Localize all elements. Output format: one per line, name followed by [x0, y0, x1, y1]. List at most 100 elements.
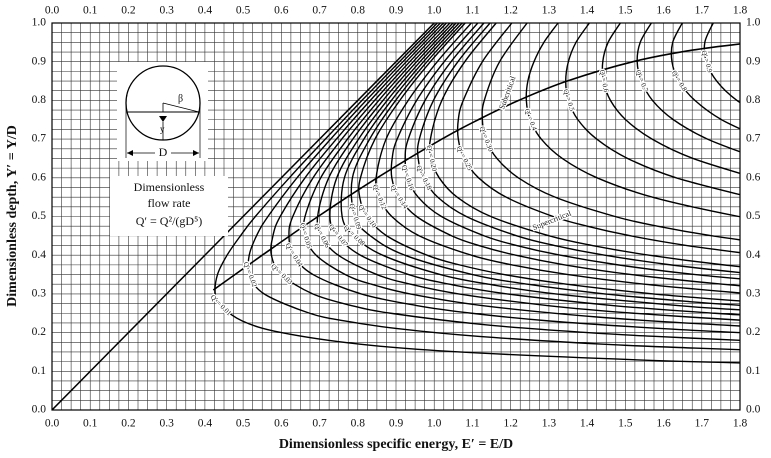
- x-tick-label: 1.8: [733, 418, 748, 430]
- flow-curve: [329, 23, 740, 316]
- surface-symbol: [159, 116, 167, 122]
- critical-line: [212, 43, 740, 291]
- y-axis-title: Dimensionless depth, Y′ = Y/D: [5, 125, 20, 307]
- flow-curve: [350, 23, 740, 306]
- flow-curve: [481, 23, 740, 241]
- flow-curve: [340, 23, 740, 311]
- x-tick-label: 0.6: [274, 418, 289, 430]
- y-tick-label-right: 0.6: [746, 171, 761, 183]
- series-label: Q′ = 0.01: [209, 293, 234, 318]
- x-tick-label-top: 1.6: [656, 5, 671, 17]
- box-line: Dimensionless: [134, 180, 205, 194]
- x-tick-label: 0.3: [159, 418, 174, 430]
- x-tick-label-top: 0.4: [198, 5, 213, 17]
- box-line: flow rate: [148, 196, 191, 210]
- x-tick-label-top: 1.7: [695, 5, 710, 17]
- energy-depth-line: [52, 23, 435, 410]
- x-tick-label: 1.7: [695, 418, 710, 430]
- pipe-inset: β y D: [117, 62, 208, 161]
- x-tick-label: 1.3: [542, 418, 557, 430]
- y-tick-label-right: 0.7: [746, 133, 761, 145]
- x-tick-label: 1.0: [427, 418, 442, 430]
- y-tick-label: 0.4: [32, 249, 47, 261]
- flow-curve: [565, 23, 740, 196]
- x-tick-label-top: 0.3: [159, 5, 174, 17]
- y-tick-label: 0.5: [32, 210, 47, 222]
- radius-line: [162, 102, 200, 113]
- angle-label: β: [178, 93, 183, 104]
- y-tick-label: 0.0: [32, 404, 47, 416]
- diameter-label: D: [159, 145, 168, 159]
- flow-curve: [428, 23, 740, 268]
- flow-curve: [416, 23, 740, 274]
- x-tick-label: 1.5: [618, 418, 633, 430]
- y-tick-label: 0.8: [32, 94, 47, 106]
- flow-curve: [390, 23, 740, 287]
- x-tick-label: 0.8: [351, 418, 366, 430]
- x-tick-label: 1.4: [580, 418, 595, 430]
- flow-curve: [270, 23, 740, 341]
- flow-curve: [214, 23, 740, 364]
- y-tick-label: 0.7: [32, 133, 47, 145]
- x-tick-label: 1.1: [465, 418, 480, 430]
- x-tick-label-top: 1.4: [580, 5, 595, 17]
- y-tick-label-right: 0.5: [746, 210, 761, 222]
- x-tick-label: 1.2: [503, 418, 518, 430]
- x-tick-label-top: 1.3: [542, 5, 557, 17]
- flow-curve: [316, 23, 740, 321]
- flow-curve: [636, 23, 740, 153]
- x-tick-label: 0.7: [312, 418, 327, 430]
- x-tick-label-top: 1.1: [465, 5, 480, 17]
- flow-curve: [358, 23, 740, 302]
- flow-curve: [525, 23, 740, 218]
- x-tick-label: 0.1: [83, 418, 98, 430]
- y-tick-label-right: 0.3: [746, 288, 761, 300]
- y-tick-label: 0.1: [32, 365, 47, 377]
- flow-rate-box: Dimensionless flow rate Q′ = Q²/(gD⁵): [110, 176, 228, 236]
- flow-curve: [375, 23, 740, 294]
- y-tick-label-right: 0.2: [746, 326, 761, 338]
- x-tick-label-top: 0.0: [45, 5, 60, 17]
- x-tick-label-top: 0.6: [274, 5, 289, 17]
- x-tick-label-top: 0.7: [312, 5, 327, 17]
- flow-curve: [288, 23, 740, 334]
- y-tick-label: 0.9: [32, 55, 47, 67]
- flow-rate-box-background: [110, 176, 228, 236]
- curves: [52, 23, 740, 410]
- y-tick-label: 0.6: [32, 171, 47, 183]
- x-tick-label-top: 0.8: [351, 5, 366, 17]
- x-tick-label: 0.0: [45, 418, 60, 430]
- flow-curve: [404, 23, 740, 280]
- x-tick-label-top: 1.2: [503, 5, 518, 17]
- depth-label: y: [160, 124, 165, 134]
- subcritical-label: Subcritical: [497, 74, 518, 110]
- flow-curve: [456, 23, 740, 254]
- y-tick-label: 1.0: [32, 17, 47, 29]
- y-tick-label-right: 0.8: [746, 94, 761, 106]
- x-tick-label: 1.6: [656, 418, 671, 430]
- y-tick-label-right: 0.9: [746, 55, 761, 67]
- x-tick-label-top: 0.2: [121, 5, 136, 17]
- x-tick-label-top: 0.9: [389, 5, 404, 17]
- x-tick-label-top: 1.0: [427, 5, 442, 17]
- x-tick-label-top: 0.5: [236, 5, 251, 17]
- x-tick-label: 0.5: [236, 418, 251, 430]
- flow-curve: [302, 23, 740, 327]
- box-formula: Q′ = Q²/(gD⁵): [136, 214, 203, 228]
- x-tick-label-top: 0.1: [83, 5, 98, 17]
- y-tick-label: 0.2: [32, 326, 47, 338]
- y-tick-label-right: 0.1: [746, 365, 761, 377]
- flow-curve: [670, 23, 740, 130]
- y-tick-label: 0.3: [32, 288, 47, 300]
- flow-curve: [247, 23, 740, 351]
- x-tick-label-top: 1.5: [618, 5, 633, 17]
- x-tick-label: 0.9: [389, 418, 404, 430]
- plot-frame: [51, 22, 741, 411]
- x-axis-title: Dimensionless specific energy, E′ = E/D: [279, 437, 513, 452]
- y-tick-label-right: 0.4: [746, 249, 761, 261]
- x-tick-label-top: 1.8: [733, 5, 748, 17]
- x-tick-label: 0.4: [198, 418, 213, 430]
- y-tick-label-right: 1.0: [746, 17, 761, 29]
